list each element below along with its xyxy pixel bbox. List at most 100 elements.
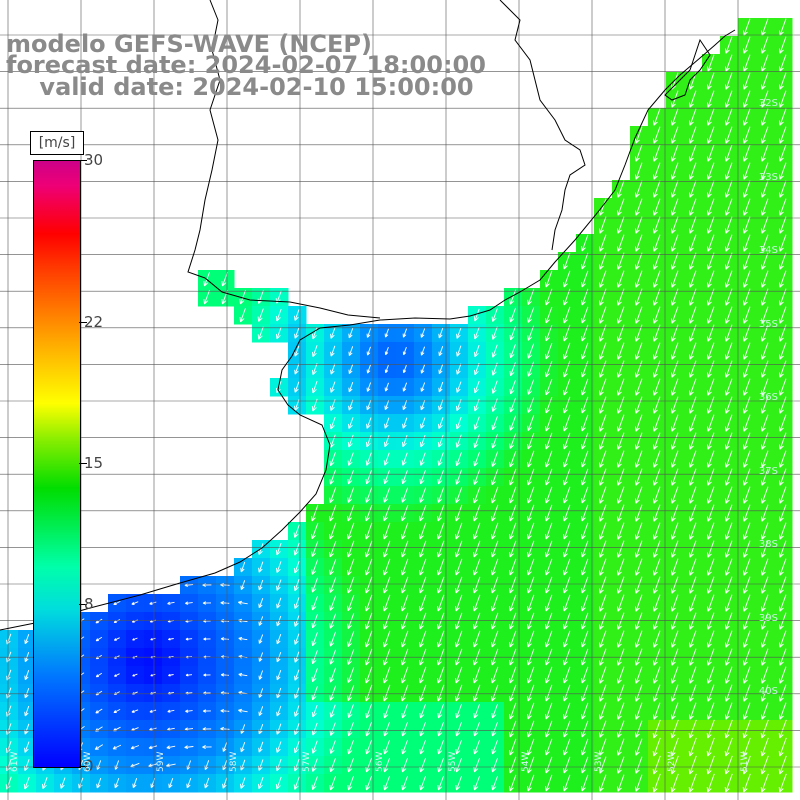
wind-arrow bbox=[688, 773, 697, 793]
wind-arrow bbox=[779, 90, 787, 108]
wind-arrow bbox=[437, 487, 445, 503]
wind-arrow bbox=[761, 450, 769, 468]
wind-arrow bbox=[527, 684, 535, 702]
wind-arrow bbox=[24, 634, 30, 645]
wind-arrow bbox=[563, 360, 571, 378]
wind-arrow bbox=[563, 342, 571, 360]
wind-arrow bbox=[383, 703, 391, 719]
wind-arrow bbox=[94, 744, 104, 750]
wind-arrow bbox=[599, 702, 607, 720]
wind-arrow bbox=[779, 612, 787, 630]
wind-arrow bbox=[725, 360, 733, 378]
lat-label: 38S bbox=[758, 539, 778, 550]
wind-arrow bbox=[653, 216, 661, 234]
wind-arrow bbox=[563, 774, 571, 792]
wind-arrow bbox=[509, 756, 517, 774]
wind-arrow bbox=[563, 288, 571, 306]
wind-arrow bbox=[473, 684, 481, 702]
wind-arrow bbox=[599, 630, 607, 648]
wind-arrow bbox=[366, 346, 371, 356]
wind-arrow bbox=[761, 342, 769, 360]
wind-arrow bbox=[617, 774, 625, 792]
wind-arrow bbox=[761, 324, 769, 342]
wind-arrow bbox=[671, 162, 679, 180]
wind-arrow bbox=[184, 745, 194, 750]
wind-arrow bbox=[743, 126, 751, 144]
wind-arrow bbox=[725, 594, 733, 612]
colorbar-unit-label: [m/s] bbox=[30, 131, 84, 155]
wind-arrow bbox=[329, 631, 337, 647]
wind-arrow bbox=[761, 684, 769, 702]
wind-arrow bbox=[581, 360, 589, 378]
wind-arrow bbox=[743, 468, 751, 486]
wind-arrow bbox=[347, 631, 355, 648]
wind-arrow bbox=[707, 486, 715, 504]
wind-arrow bbox=[761, 234, 769, 252]
wind-arrow bbox=[455, 739, 463, 755]
wind-arrow bbox=[743, 684, 751, 702]
wind-arrow bbox=[599, 432, 607, 450]
wind-arrow bbox=[779, 306, 787, 324]
wind-arrow bbox=[617, 306, 625, 324]
wind-arrow bbox=[437, 504, 445, 522]
colorbar-tick-mark bbox=[79, 604, 87, 606]
wind-arrow bbox=[113, 637, 120, 641]
wind-arrow bbox=[689, 540, 697, 558]
wind-arrow bbox=[366, 328, 372, 338]
wind-arrow bbox=[473, 576, 481, 594]
wind-arrow bbox=[348, 381, 354, 393]
wind-arrow bbox=[473, 486, 481, 504]
wind-arrow bbox=[779, 666, 787, 684]
wind-arrow bbox=[725, 72, 733, 90]
wind-arrow bbox=[258, 579, 264, 591]
wind-arrow bbox=[311, 326, 318, 340]
wind-arrow bbox=[760, 773, 769, 793]
wind-arrow bbox=[437, 630, 445, 648]
wind-arrow bbox=[725, 234, 733, 252]
wind-arrow bbox=[329, 416, 336, 430]
wind-arrow bbox=[383, 594, 391, 612]
wind-arrow bbox=[329, 452, 336, 467]
wind-arrow bbox=[743, 486, 751, 504]
colorbar bbox=[33, 160, 81, 768]
wind-arrow bbox=[240, 580, 246, 591]
wind-arrow bbox=[329, 540, 337, 558]
wind-arrow bbox=[707, 612, 715, 630]
wind-arrow bbox=[527, 432, 535, 450]
wind-arrow bbox=[545, 630, 553, 648]
wind-arrow bbox=[473, 540, 481, 558]
wind-arrow bbox=[329, 740, 336, 754]
colorbar-tick-mark bbox=[79, 160, 87, 161]
wind-arrow bbox=[491, 630, 499, 648]
wind-arrow bbox=[401, 721, 409, 737]
wind-arrow bbox=[743, 252, 751, 270]
wind-arrow bbox=[347, 522, 355, 540]
lon-label: 55W bbox=[448, 751, 458, 772]
wind-arrow bbox=[330, 381, 336, 393]
wind-arrow bbox=[635, 270, 643, 288]
wind-arrow bbox=[240, 777, 246, 789]
wind-arrow bbox=[419, 775, 427, 791]
wind-arrow bbox=[96, 777, 102, 789]
wind-arrow bbox=[491, 486, 499, 504]
wind-arrow bbox=[689, 162, 697, 180]
wind-arrow bbox=[617, 252, 625, 270]
wind-arrow bbox=[725, 180, 733, 198]
wind-arrow bbox=[563, 378, 571, 396]
wind-arrow bbox=[599, 342, 607, 360]
wind-arrow bbox=[689, 126, 697, 144]
wind-arrow bbox=[311, 595, 319, 611]
wind-arrow bbox=[671, 558, 679, 576]
wind-arrow bbox=[563, 738, 571, 756]
wind-arrow bbox=[707, 522, 715, 540]
wind-arrow bbox=[617, 180, 625, 198]
wind-arrow bbox=[599, 684, 607, 702]
wind-arrow bbox=[365, 703, 373, 719]
wind-arrow bbox=[635, 306, 643, 324]
wind-arrow bbox=[689, 576, 697, 594]
wind-arrow bbox=[761, 468, 769, 486]
wind-arrow bbox=[617, 468, 625, 486]
wind-arrow bbox=[689, 360, 697, 378]
wind-arrow bbox=[347, 504, 355, 522]
wind-arrow bbox=[563, 252, 571, 270]
